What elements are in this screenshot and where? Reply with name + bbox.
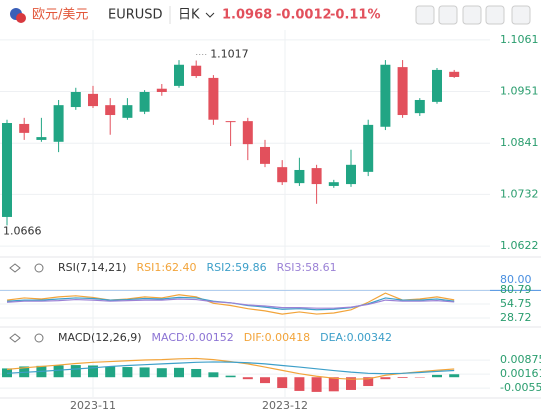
y-tick-label: 28.72 (500, 311, 532, 324)
candle-body (53, 105, 64, 142)
candle-body (294, 169, 305, 184)
indicator-line (6, 361, 455, 375)
legend-icons (9, 263, 44, 343)
y-tick-label: 54.75 (500, 297, 532, 310)
candle-body (36, 137, 47, 140)
candle-body (88, 93, 98, 107)
candle-body (380, 64, 391, 127)
candle-body (122, 105, 133, 118)
candle-body (242, 121, 253, 145)
y-tick-label: 80.00 (500, 273, 532, 286)
macd-bar (328, 377, 339, 392)
candle-body (363, 124, 374, 172)
annotation: 1.1017 (210, 48, 249, 61)
candle-body (70, 92, 81, 108)
macd-bar (53, 365, 64, 378)
toolbar (415, 5, 531, 25)
macd-bar (260, 377, 270, 384)
legend-entry: DEA:0.00342 (320, 331, 392, 344)
tool-button[interactable] (511, 5, 531, 25)
caret (205, 12, 215, 18)
macd-bar (191, 368, 202, 378)
macd-bar (122, 367, 133, 378)
candle-body (311, 168, 322, 185)
change: -0.0012 (276, 8, 332, 23)
y-tick-label: 1.0622 (500, 239, 539, 252)
legend-entry: RSI3:58.61 (277, 261, 337, 274)
pair-name: 欧元/美元 (32, 8, 88, 23)
macd-bar (88, 365, 98, 378)
gear-icon[interactable] (34, 333, 44, 343)
macd-bar (311, 377, 322, 392)
macd-bar (70, 365, 81, 378)
macd-bar (139, 367, 150, 378)
candle-body (191, 65, 202, 77)
candle-body (260, 146, 270, 164)
candle-body (174, 64, 184, 86)
gear-icon[interactable] (34, 263, 44, 273)
candle-body (432, 69, 442, 102)
symbol: EURUSD (108, 8, 163, 23)
change-pct: -0.11% (330, 8, 381, 23)
macd-bar (449, 374, 460, 378)
macd-bar (397, 377, 408, 379)
y-tick-label: 1.0951 (500, 85, 539, 98)
y-tick-label: 1.0732 (500, 187, 539, 200)
candle-body (2, 123, 12, 217)
tool-button[interactable] (438, 5, 458, 25)
y-tick-label: 0.00875 (500, 353, 541, 366)
candle-body (225, 121, 236, 123)
macd-bar (174, 367, 184, 378)
x-tick-label: 2023-12 (262, 399, 308, 412)
candle-body (156, 88, 167, 93)
macd-bar (105, 366, 116, 378)
candle-body (277, 167, 288, 183)
period[interactable]: 日K (178, 8, 200, 23)
legend-entry: MACD(12,26,9) (58, 331, 142, 344)
y-tick-label: 1.0841 (500, 136, 539, 149)
legend-entry: DIF:0.00418 (244, 331, 310, 344)
eye-icon[interactable] (9, 333, 21, 343)
candle-body (19, 123, 30, 133)
indicator-line (6, 298, 455, 309)
macd-bar (432, 374, 442, 378)
macd-bar (156, 368, 167, 378)
flag-icon (16, 13, 26, 23)
y-tick-label: 0.00161 (500, 367, 541, 380)
candle-body (414, 99, 425, 114)
y-tick-label: 1.1061 (500, 33, 539, 46)
y-tick-label: -0.00554 (500, 381, 541, 394)
candle-body (449, 71, 460, 77)
macd-bar (277, 377, 288, 388)
legend-entry: RSI2:59.86 (207, 261, 267, 274)
legend-entry: MACD:0.00152 (152, 331, 234, 344)
candle-body (208, 77, 219, 120)
macd-bar (363, 377, 374, 387)
macd-bar (380, 377, 391, 380)
annotation: 1.0666 (3, 224, 42, 237)
tool-button[interactable] (415, 5, 435, 25)
macd-bar (225, 375, 236, 378)
legend-entry: RSI(7,14,21) (58, 261, 126, 274)
macd-bar (294, 377, 305, 391)
x-tick-label: 2023-11 (70, 399, 116, 412)
eye-icon[interactable] (9, 263, 21, 273)
tool-button[interactable] (462, 5, 482, 25)
tool-button[interactable] (485, 5, 505, 25)
macd-bar (346, 377, 356, 390)
y-tick-label: 80.79 (500, 283, 532, 296)
legend-entry: RSI1:62.40 (136, 261, 196, 274)
candle-body (328, 182, 339, 186)
indicator-line (6, 292, 455, 315)
candle-body (105, 105, 116, 116)
candle-body (397, 67, 408, 116)
price: 1.0968 (222, 8, 272, 23)
macd-bar (208, 372, 219, 378)
macd-bar (242, 377, 253, 380)
candle-body (346, 164, 356, 185)
candle-body (139, 92, 150, 112)
